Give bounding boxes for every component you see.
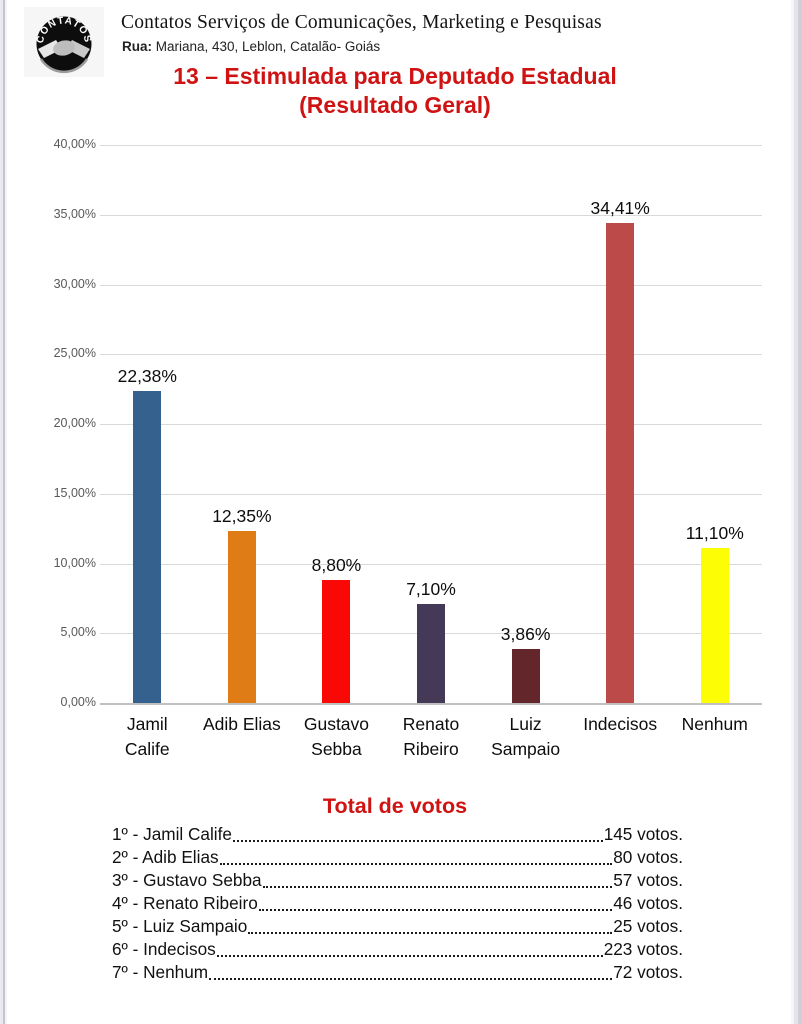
plot-area: 22,38% 12,35% 8,80% 7,10% 3,86% 34,41% 11,10% bbox=[100, 145, 762, 705]
address-text: Mariana, 430, Leblon, Catalão- Goiás bbox=[152, 39, 381, 54]
bar-column: 3,86% bbox=[478, 145, 573, 703]
dotted-leader bbox=[209, 977, 613, 980]
bar bbox=[227, 530, 256, 703]
vote-row: 4º - Renato Ribeiro 46 votos. bbox=[112, 891, 683, 914]
category-label: Adib Elias bbox=[202, 714, 281, 734]
gridline bbox=[100, 214, 762, 216]
y-tick-label: 30,00% bbox=[53, 276, 96, 291]
chart-title-line2: (Resultado Geral) bbox=[299, 92, 491, 118]
vote-count: 25 votos. bbox=[613, 916, 683, 936]
category-label: Luiz Sampaio bbox=[491, 714, 561, 759]
vote-count: 223 votos. bbox=[603, 939, 683, 959]
page-right-edge bbox=[791, 0, 802, 1024]
vote-count: 80 votos. bbox=[613, 847, 683, 867]
vote-rank-name: 1º - Jamil Calife bbox=[112, 824, 232, 844]
vote-count: 72 votos. bbox=[613, 962, 683, 982]
bar bbox=[322, 580, 351, 703]
bar-column: 34,41% bbox=[573, 145, 668, 703]
y-tick-label: 40,00% bbox=[53, 137, 96, 151]
category-label: Nenhum bbox=[681, 714, 748, 734]
bar-column: 11,10% bbox=[667, 145, 762, 703]
category-label: Gustavo Sebba bbox=[303, 714, 370, 759]
company-name: Contatos Serviços de Comunicações, Marke… bbox=[121, 12, 602, 33]
y-tick-label: 5,00% bbox=[60, 625, 96, 640]
dotted-leader bbox=[216, 954, 603, 957]
gridline bbox=[100, 424, 762, 425]
category-label: Jamil Calife bbox=[124, 714, 170, 759]
y-tick-label: 35,00% bbox=[53, 206, 96, 221]
vote-rank-name: 7º - Nenhum bbox=[112, 962, 209, 982]
y-tick-label: 20,00% bbox=[53, 416, 96, 430]
vote-row: 7º - Nenhum 72 votos. bbox=[112, 960, 683, 983]
bar-column: 22,38% bbox=[100, 145, 195, 703]
y-tick-label: 0,00% bbox=[60, 695, 96, 709]
bar-value-label: 11,10% bbox=[685, 523, 744, 544]
bar-value-label: 8,80% bbox=[311, 555, 362, 576]
company-logo: CONTATOS bbox=[24, 7, 104, 77]
bar-value-label: 3,86% bbox=[500, 624, 551, 645]
vote-rank-name: 4º - Renato Ribeiro bbox=[112, 893, 258, 913]
vote-list: 1º - Jamil Calife 145 votos. 2º - Adib Eli… bbox=[112, 822, 683, 983]
y-axis: 40,00% 35,00% 30,00% 25,00% 20,00% 15,00% 10,0… bbox=[28, 137, 96, 709]
dotted-leader bbox=[258, 908, 613, 911]
contatos-logo-icon: CONTATOS bbox=[35, 15, 92, 74]
bar bbox=[606, 222, 635, 703]
bar bbox=[417, 603, 446, 703]
vote-rank-name: 5º - Luiz Sampaio bbox=[112, 916, 248, 936]
vote-row: 5º - Luiz Sampaio 25 votos. bbox=[112, 914, 683, 937]
gridline bbox=[100, 493, 762, 495]
vote-count: 145 votos. bbox=[603, 824, 683, 844]
y-tick-label: 25,00% bbox=[53, 346, 96, 361]
vote-row: 1º - Jamil Calife 145 votos. bbox=[112, 822, 683, 845]
y-tick-label: 15,00% bbox=[53, 485, 96, 500]
vote-row: 6º - Indecisos 223 votos. bbox=[112, 937, 683, 960]
x-axis-line bbox=[100, 703, 762, 705]
address-label: Rua: bbox=[122, 39, 152, 54]
dotted-leader bbox=[248, 931, 613, 934]
vote-rank-name: 2º - Adib Elias bbox=[112, 847, 219, 867]
vote-count: 46 votos. bbox=[613, 893, 683, 913]
bar bbox=[133, 390, 162, 703]
bar-value-label: 7,10% bbox=[406, 578, 456, 599]
bar-value-label: 34,41% bbox=[590, 197, 650, 218]
dotted-leader bbox=[232, 839, 603, 842]
bar bbox=[511, 649, 540, 703]
category-label: Renato Ribeiro bbox=[402, 714, 460, 759]
chart-title: 13 – Estimulada para Deputado Estadual (… bbox=[0, 62, 790, 120]
dotted-leader bbox=[219, 862, 613, 865]
gridline bbox=[100, 145, 762, 146]
totals-heading: Total de votos bbox=[322, 794, 468, 818]
vote-rank-name: 6º - Indecisos bbox=[112, 939, 216, 959]
vote-row: 2º - Adib Elias 80 votos. bbox=[112, 845, 683, 868]
company-address: Rua: Mariana, 430, Leblon, Catalão- Goiá… bbox=[122, 39, 380, 54]
vote-row: 3º - Gustavo Sebba 57 votos. bbox=[112, 868, 683, 891]
gridline bbox=[100, 563, 762, 565]
bar-value-label: 22,38% bbox=[117, 365, 177, 386]
vote-rank-name: 3º - Gustavo Sebba bbox=[112, 870, 262, 890]
bar-column: 12,35% bbox=[195, 145, 290, 703]
gridline bbox=[100, 354, 762, 356]
y-tick-label: 10,00% bbox=[53, 555, 96, 570]
bar-column: 7,10% bbox=[384, 145, 479, 703]
vote-count: 57 votos. bbox=[613, 870, 683, 890]
gridline bbox=[100, 284, 762, 286]
page-left-edge bbox=[0, 0, 7, 1024]
bars-row: 22,38% 12,35% 8,80% 7,10% 3,86% 34,41% 11,10% bbox=[100, 145, 762, 703]
dotted-leader bbox=[262, 885, 613, 888]
x-axis-labels: Jamil Calife Adib Elias Gustavo Sebba Renat… bbox=[100, 712, 762, 761]
chart-title-line1: 13 – Estimulada para Deputado Estadual bbox=[173, 63, 617, 89]
bar bbox=[700, 548, 729, 703]
bar-value-label: 12,35% bbox=[212, 505, 272, 526]
category-label: Indecisos bbox=[583, 714, 658, 734]
bar-column: 8,80% bbox=[289, 145, 384, 703]
